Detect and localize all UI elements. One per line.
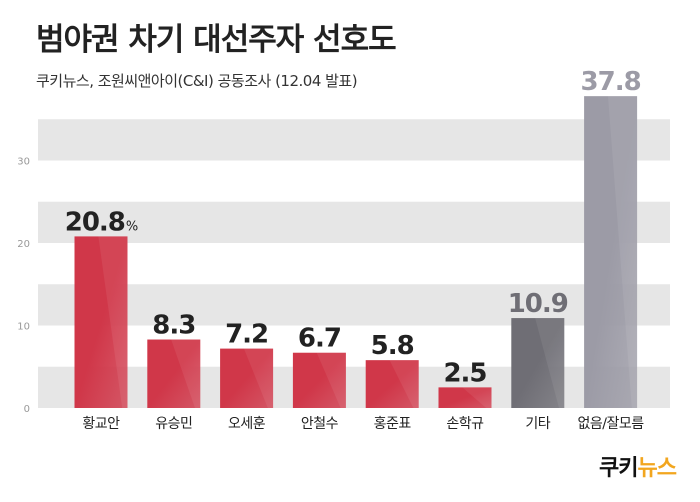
bar [220, 348, 274, 408]
brand-accent: 뉴스 [637, 456, 677, 481]
bar-shade [389, 360, 419, 408]
grid-band [38, 201, 670, 243]
category-label: 오세훈 [228, 416, 266, 432]
category-label: 홍준표 [374, 416, 412, 432]
data-label: 6.7 [298, 324, 341, 354]
bar [584, 96, 638, 409]
y-tick-label: 20 [17, 239, 30, 250]
data-label: 37.8 [581, 67, 641, 97]
category-label: 손학규 [446, 416, 484, 432]
category-label: 황교안 [82, 416, 120, 432]
data-label: 10.9 [508, 289, 568, 319]
category-label: 없음/잘모름 [578, 416, 645, 432]
data-label: 7.2 [225, 320, 268, 350]
category-label: 안철수 [301, 416, 339, 432]
bar-shade [243, 348, 274, 408]
y-tick-label: 30 [17, 157, 30, 168]
y-tick-label: 10 [17, 322, 30, 333]
chart-subtitle: 쿠키뉴스, 조원씨앤아이(C&I) 공동조사 (12.04 발표) [36, 72, 358, 90]
data-label: 8.3 [152, 311, 195, 341]
grid-band [38, 366, 670, 408]
bar [438, 387, 492, 408]
bar [511, 318, 565, 408]
category-label: 유승민 [155, 416, 192, 432]
bar-shade [462, 387, 492, 408]
chart-title: 범야권 차기 대선주자 선호도 [36, 22, 397, 58]
grid-band [38, 284, 670, 326]
bar [147, 339, 201, 408]
bar [74, 236, 128, 408]
bar-shade [316, 352, 346, 408]
brand-prefix: 쿠키 [599, 456, 638, 481]
bar-shade [98, 236, 128, 408]
bar [292, 352, 346, 408]
data-label: 20.8% [65, 207, 138, 237]
bar-shade [171, 339, 201, 408]
data-label: 5.8 [371, 331, 414, 361]
bar [365, 360, 419, 408]
category-label: 기타 [525, 416, 550, 432]
y-tick-label: 0 [24, 404, 30, 415]
unit-label: % [126, 219, 138, 234]
data-label: 2.5 [443, 358, 486, 388]
bar-shade [607, 96, 638, 409]
bar-shade [535, 318, 565, 408]
brand-logo: 쿠키뉴스 [599, 450, 677, 482]
grid-band [38, 119, 670, 161]
